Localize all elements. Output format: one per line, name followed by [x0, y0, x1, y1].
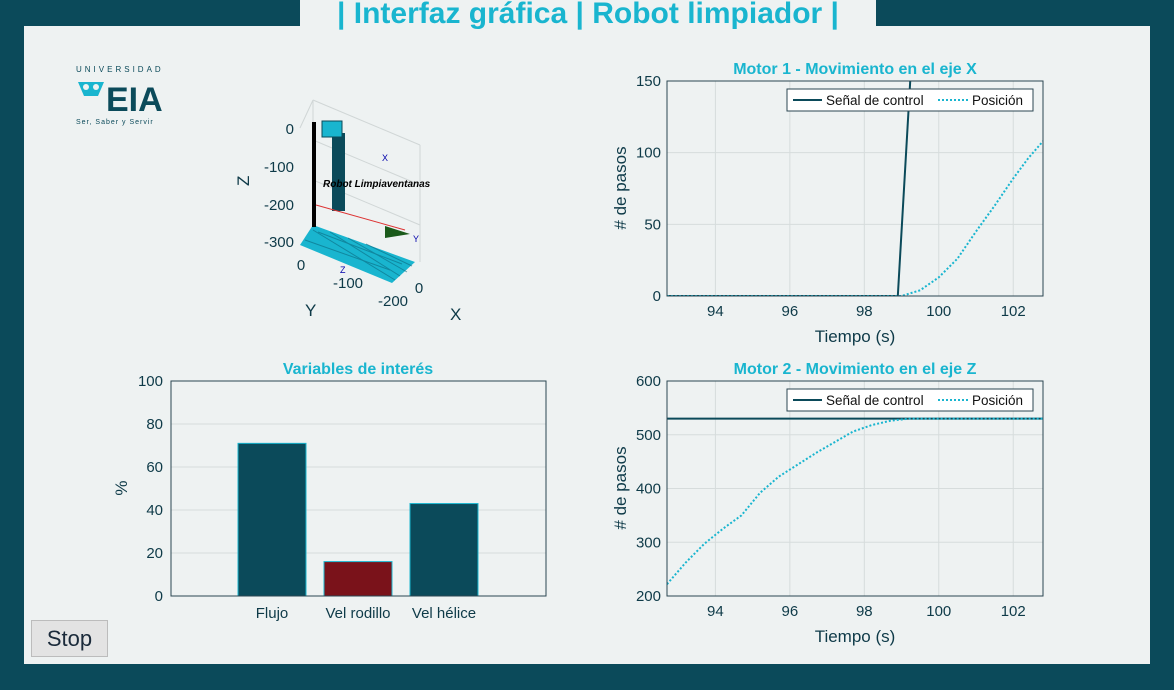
y-tick-label: 0 — [653, 288, 661, 305]
y-axis-label: % — [112, 480, 131, 495]
y-tick: -100 — [333, 275, 363, 292]
x-tick-label: 100 — [926, 303, 951, 320]
z-tick: -300 — [264, 234, 294, 251]
y-tick-label: 80 — [146, 416, 163, 433]
x-tick-label: 102 — [1001, 303, 1026, 320]
y-tick-label: 0 — [155, 588, 163, 605]
robot-arm-head — [321, 120, 343, 138]
y-axis-label: # de pasos — [611, 446, 630, 529]
x-tick-label: 94 — [707, 603, 724, 620]
direction-arrow-icon — [385, 226, 410, 238]
robot-mount-post — [312, 122, 316, 227]
category-label: Vel hélice — [412, 605, 476, 622]
x-tick-label: 94 — [707, 303, 724, 320]
logo-tagline: Ser, Saber y Servir — [76, 119, 154, 126]
axis-x-label: X — [450, 305, 461, 324]
frame-y-label: Y — [413, 234, 419, 244]
chart-grid — [667, 380, 1043, 597]
y-tick-label: 40 — [146, 502, 163, 519]
motor1-chart[interactable]: Motor 1 - Movimiento en el eje X 94 96 98 1… — [600, 55, 1055, 350]
z-tick: -200 — [264, 197, 294, 214]
chart-title: Motor 2 - Movimiento en el eje Z — [734, 361, 977, 378]
legend-control: Señal de control — [826, 93, 924, 108]
x-tick-label: 98 — [856, 603, 873, 620]
axis-z-label: Z — [234, 176, 253, 186]
x-tick-label: 96 — [782, 603, 799, 620]
x-axis-label: Tiempo (s) — [815, 627, 896, 646]
x-tick-label: 96 — [782, 303, 799, 320]
x-tick: -200 — [378, 293, 408, 310]
axis-ticks: 94 96 98 100 102 200 300 400 500 600 — [636, 373, 1026, 620]
z-tick: 0 — [286, 121, 294, 138]
x-axis-label: Tiempo (s) — [815, 327, 896, 346]
chart-title: Variables de interés — [283, 361, 433, 378]
frame-z-label: Z — [340, 265, 346, 275]
logo-main-text: EIA — [106, 81, 163, 119]
series-position-line — [667, 140, 1043, 296]
bar-vel-rodillo — [323, 561, 393, 597]
main-panel — [24, 26, 1150, 664]
x-tick: 0 — [415, 280, 423, 297]
x-tick-label: 98 — [856, 303, 873, 320]
bars — [237, 442, 479, 597]
plot-frame — [170, 380, 547, 597]
x-tick-label: 102 — [1001, 603, 1026, 620]
motor2-chart[interactable]: Motor 2 - Movimiento en el eje Z 94 96 98 1… — [600, 355, 1055, 650]
y-tick-label: 500 — [636, 427, 661, 444]
y-axis-label: # de pasos — [611, 146, 630, 229]
y-tick: 0 — [297, 257, 305, 274]
y-tick-label: 150 — [636, 73, 661, 90]
chart-grid — [667, 80, 1043, 297]
robot-arm-column — [332, 133, 345, 211]
y-tick-label: 400 — [636, 481, 661, 498]
plot-frame — [666, 80, 1044, 297]
bar-flujo — [237, 442, 307, 597]
university-logo: UNIVERSIDAD EIA Ser, Saber y Servir — [76, 65, 164, 126]
floor-pattern — [304, 229, 413, 281]
logo-top-text: UNIVERSIDAD — [76, 65, 164, 74]
y-tick-label: 20 — [146, 545, 163, 562]
chart-legend: Señal de control Posición — [786, 388, 1034, 412]
axis-ticks: 0 20 40 60 80 100 Flujo Vel rodillo Vel hélice — [138, 373, 476, 622]
frame-x-label: X — [382, 153, 388, 163]
owl-mark-icon — [78, 82, 104, 96]
axis-y-label: Y — [305, 301, 316, 320]
legend-position: Posición — [972, 93, 1023, 108]
x-tick-label: 100 — [926, 603, 951, 620]
z-tick: -100 — [264, 159, 294, 176]
stop-button[interactable]: Stop — [31, 620, 108, 657]
y-tick-label: 60 — [146, 459, 163, 476]
y-tick-label: 200 — [636, 588, 661, 605]
plot-lines — [667, 417, 1043, 585]
title-bar: | Interfaz gráfica | Robot limpiador | — [300, 0, 876, 30]
chart-legend: Señal de control Posición — [786, 88, 1034, 112]
y-tick-label: 600 — [636, 373, 661, 390]
legend-position: Posición — [972, 393, 1023, 408]
plot-lines — [667, 81, 1043, 296]
category-label: Vel rodillo — [325, 605, 390, 622]
robot-3d-view[interactable]: Robot Limpiaventanas X Y Z 0 -100 -200 -… — [230, 85, 480, 325]
page-title: | Interfaz gráfica | Robot limpiador | — [337, 0, 839, 30]
bar-vel-h-lice — [409, 503, 479, 597]
plot-frame — [666, 380, 1044, 597]
y-tick-label: 100 — [138, 373, 163, 390]
y-tick-label: 300 — [636, 534, 661, 551]
robot-annotation: Robot Limpiaventanas — [323, 179, 431, 190]
legend-control: Señal de control — [826, 393, 924, 408]
series-position-line — [667, 417, 1043, 585]
y-tick-label: 50 — [644, 216, 661, 233]
axis-ticks: 94 96 98 100 102 0 50 100 150 — [636, 73, 1026, 320]
category-label: Flujo — [256, 605, 289, 622]
variables-bar-chart[interactable]: Variables de interés 0 20 40 60 80 100 Flujo Ve… — [100, 355, 560, 630]
chart-title: Motor 1 - Movimiento en el eje X — [733, 61, 977, 78]
series-control-line — [667, 81, 912, 296]
y-tick-label: 100 — [636, 145, 661, 162]
